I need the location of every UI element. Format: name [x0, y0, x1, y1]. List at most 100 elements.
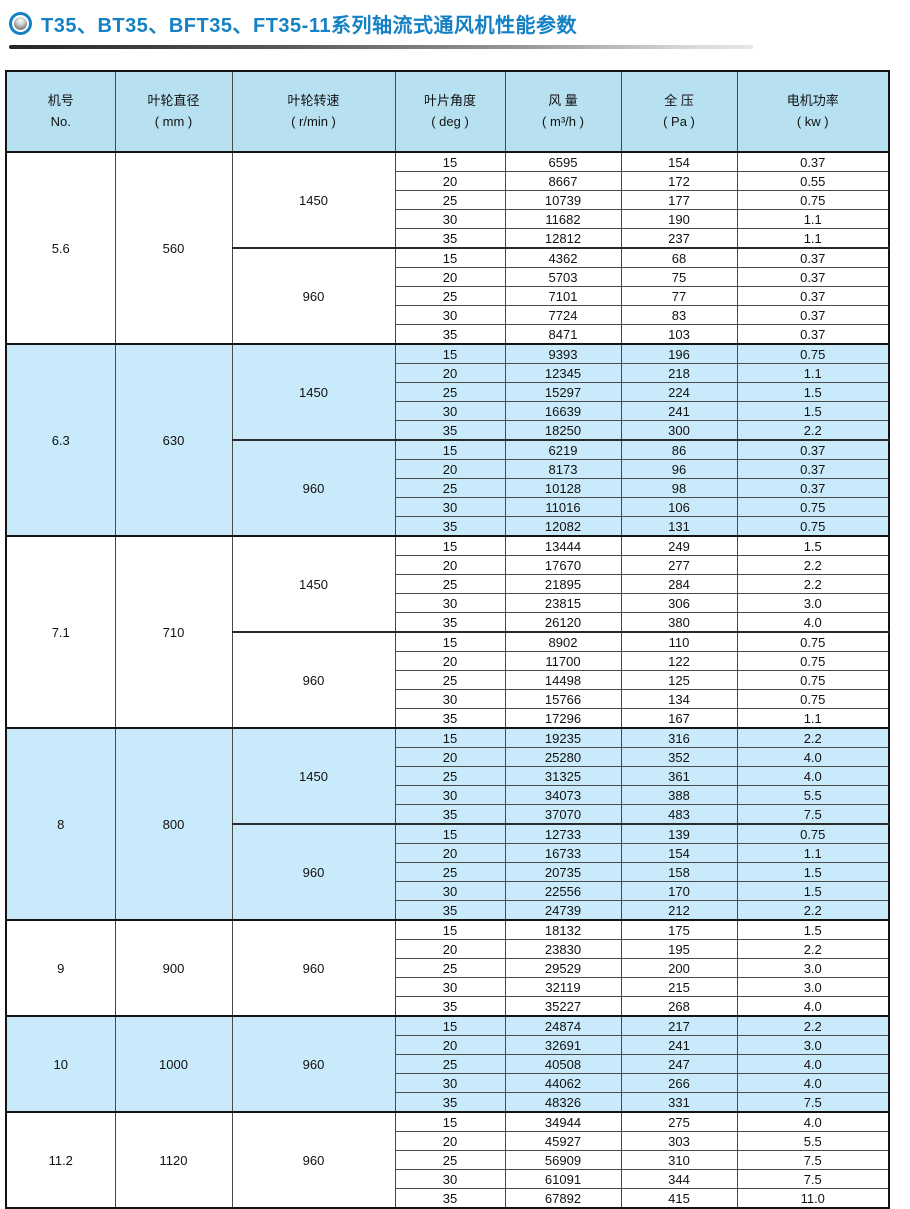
cell-air-flow: 8173 — [504, 459, 622, 479]
cell-blade-angle: 30 — [394, 977, 506, 997]
cell-total-pressure: 195 — [620, 939, 738, 959]
cell-air-flow: 9393 — [504, 343, 622, 364]
cell-motor-power: 0.37 — [736, 247, 890, 268]
cell-air-flow: 26120 — [504, 612, 622, 633]
table-row: 25 14498 125 0.75 — [6, 670, 890, 690]
cell-motor-power: 2.2 — [736, 939, 890, 959]
cell-blade-angle: 15 — [394, 343, 506, 364]
cell-air-flow: 8471 — [504, 324, 622, 345]
cell-blade-angle: 25 — [394, 958, 506, 978]
cell-total-pressure: 331 — [620, 1092, 738, 1113]
cell-blade-angle: 20 — [394, 939, 506, 959]
cell-impeller-diameter: 1000 — [114, 1015, 233, 1113]
cell-air-flow: 45927 — [504, 1131, 622, 1151]
cell-air-flow: 23830 — [504, 939, 622, 959]
cell-air-flow: 34944 — [504, 1111, 622, 1132]
column-header-fan-no: 机号 No. — [5, 70, 116, 153]
cell-motor-power: 4.0 — [736, 1054, 890, 1074]
table-row: 960 15 12733 139 0.75 — [6, 823, 890, 921]
cell-blade-angle: 30 — [394, 1169, 506, 1189]
cell-motor-power: 0.37 — [736, 305, 890, 325]
cell-blade-angle: 25 — [394, 190, 506, 210]
table-row: 20 8667 172 0.55 — [6, 171, 890, 191]
cell-total-pressure: 284 — [620, 574, 738, 594]
bullet-core — [14, 17, 27, 30]
cell-blade-angle: 30 — [394, 785, 506, 805]
column-header-line2: ( deg ) — [431, 113, 469, 129]
cell-total-pressure: 172 — [620, 171, 738, 191]
cell-total-pressure: 352 — [620, 747, 738, 767]
table-row: 20 5703 75 0.37 — [6, 267, 890, 287]
column-header-line2: ( r/min ) — [291, 113, 336, 129]
cell-total-pressure: 380 — [620, 612, 738, 633]
cell-total-pressure: 217 — [620, 1015, 738, 1036]
cell-blade-angle: 25 — [394, 478, 506, 498]
cell-air-flow: 10128 — [504, 478, 622, 498]
table-row: 30 7724 83 0.37 — [6, 305, 890, 325]
table-row: 25 10128 98 0.37 — [6, 478, 890, 498]
table-row: 20 32691 241 3.0 — [6, 1035, 890, 1055]
cell-total-pressure: 275 — [620, 1111, 738, 1132]
cell-motor-power: 1.5 — [736, 382, 890, 402]
cell-blade-angle: 25 — [394, 574, 506, 594]
cell-blade-angle: 25 — [394, 670, 506, 690]
cell-total-pressure: 134 — [620, 689, 738, 709]
cell-blade-angle: 30 — [394, 593, 506, 613]
cell-blade-angle: 20 — [394, 1035, 506, 1055]
cell-total-pressure: 77 — [620, 286, 738, 306]
table-row: 25 31325 361 4.0 — [6, 766, 890, 786]
cell-motor-power: 4.0 — [736, 1111, 890, 1132]
cell-air-flow: 32691 — [504, 1035, 622, 1055]
cell-blade-angle: 15 — [394, 151, 506, 172]
cell-blade-angle: 30 — [394, 401, 506, 421]
cell-total-pressure: 122 — [620, 651, 738, 671]
cell-impeller-speed: 960 — [231, 823, 396, 921]
cell-total-pressure: 215 — [620, 977, 738, 997]
cell-total-pressure: 303 — [620, 1131, 738, 1151]
cell-motor-power: 7.5 — [736, 1092, 890, 1113]
table-row: 35 48326 331 7.5 — [6, 1092, 890, 1113]
cell-total-pressure: 68 — [620, 247, 738, 268]
cell-impeller-speed: 960 — [231, 631, 396, 729]
cell-fan-no: 11.2 — [5, 1111, 116, 1209]
cell-total-pressure: 266 — [620, 1073, 738, 1093]
table-row: 20 11700 122 0.75 — [6, 651, 890, 671]
cell-motor-power: 0.75 — [736, 689, 890, 709]
cell-total-pressure: 125 — [620, 670, 738, 690]
cell-total-pressure: 361 — [620, 766, 738, 786]
cell-impeller-diameter: 710 — [114, 535, 233, 729]
cell-motor-power: 2.2 — [736, 555, 890, 575]
cell-total-pressure: 96 — [620, 459, 738, 479]
cell-blade-angle: 15 — [394, 727, 506, 748]
performance-table: 机号 No. 叶轮直径 ( mm ) 叶轮转速 ( r/min ) 叶片角度 ( deg ) 风… — [5, 70, 890, 1209]
cell-air-flow: 17296 — [504, 708, 622, 729]
cell-motor-power: 1.1 — [736, 228, 890, 249]
page-title: T35、BT35、BFT35、FT35-11系列轴流式通风机性能参数 — [41, 15, 577, 37]
cell-total-pressure: 83 — [620, 305, 738, 325]
cell-motor-power: 1.5 — [736, 862, 890, 882]
cell-air-flow: 13444 — [504, 535, 622, 556]
table-row: 25 29529 200 3.0 — [6, 958, 890, 978]
table-row: 25 40508 247 4.0 — [6, 1054, 890, 1074]
column-header-line1: 叶片角度 — [423, 93, 476, 109]
cell-total-pressure: 277 — [620, 555, 738, 575]
cell-air-flow: 16733 — [504, 843, 622, 863]
cell-air-flow: 15297 — [504, 382, 622, 402]
column-header-line2: No. — [50, 113, 71, 129]
table-row: 6.3 630 1450 15 9393 196 0.75 — [5, 343, 890, 537]
column-header-motor-power: 电机功率 ( kw ) — [736, 70, 890, 153]
cell-blade-angle: 15 — [394, 823, 506, 844]
table-row: 20 8173 96 0.37 — [6, 459, 890, 479]
cell-motor-power: 0.37 — [736, 286, 890, 306]
cell-blade-angle: 20 — [394, 267, 506, 287]
cell-fan-no: 10 — [5, 1015, 116, 1113]
table-row: 30 11016 106 0.75 — [6, 497, 890, 517]
table-row: 35 26120 380 4.0 — [6, 612, 890, 633]
cell-total-pressure: 200 — [620, 958, 738, 978]
cell-fan-no: 7.1 — [5, 535, 116, 729]
cell-air-flow: 4362 — [504, 247, 622, 268]
column-header-line1: 叶轮直径 — [147, 93, 200, 109]
cell-total-pressure: 218 — [620, 363, 738, 383]
cell-motor-power: 1.5 — [736, 881, 890, 901]
column-header-line1: 电机功率 — [786, 93, 839, 109]
